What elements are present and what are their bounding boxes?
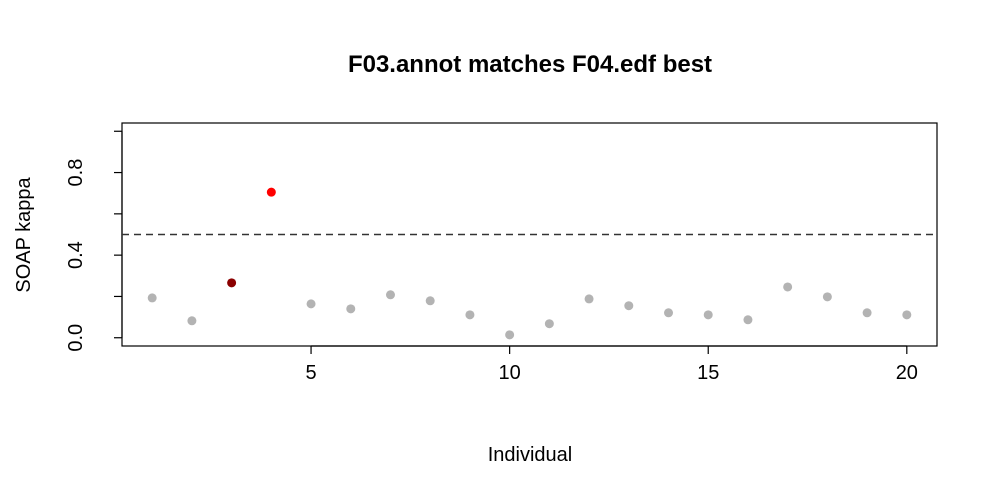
data-point [624, 301, 634, 311]
x-tick-label: 15 [697, 362, 719, 384]
data-point [187, 316, 197, 326]
data-point [822, 292, 832, 302]
data-point [147, 293, 157, 303]
data-point [346, 304, 356, 314]
data-point [227, 278, 237, 288]
x-tick-label: 10 [499, 362, 521, 384]
chart-title: F03.annot matches F04.edf best [348, 51, 712, 78]
data-point [584, 294, 594, 304]
data-point [902, 310, 912, 320]
y-axis-label: SOAP kappa [13, 176, 35, 292]
data-point [664, 308, 674, 318]
data-point [505, 330, 515, 340]
y-tick-label: 0.8 [65, 159, 87, 187]
data-point [783, 282, 793, 292]
x-tick-label: 5 [305, 362, 316, 384]
y-tick-label: 0.0 [65, 324, 87, 352]
data-point [306, 299, 316, 309]
data-point [425, 296, 435, 306]
data-point [266, 187, 276, 197]
data-point [465, 310, 475, 320]
y-tick-label: 0.4 [65, 241, 87, 269]
data-point [743, 315, 753, 325]
x-axis-label: Individual [488, 444, 573, 466]
data-point [703, 310, 713, 320]
data-point [385, 290, 395, 300]
data-point [862, 308, 872, 318]
x-tick-label: 20 [896, 362, 918, 384]
data-point [544, 319, 554, 329]
